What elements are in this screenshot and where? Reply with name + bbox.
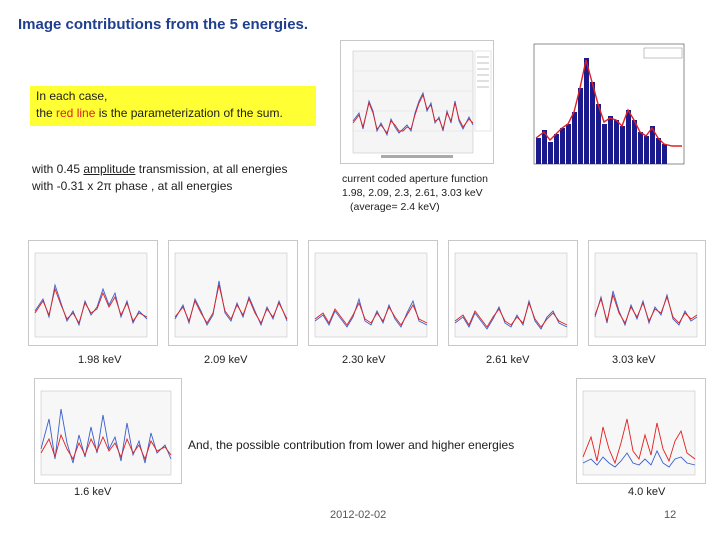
plot-energy-1 [28, 240, 158, 346]
plot-energy-3 [308, 240, 438, 346]
energy-label-low: 1.6 keV [74, 486, 112, 498]
sum-plot [340, 40, 494, 164]
plot-energy-4 [448, 240, 578, 346]
desc-underlined: amplitude [83, 162, 136, 176]
description: with 0.45 amplitude transmission, at all… [32, 161, 287, 195]
lower-higher-note: And, the possible contribution from lowe… [188, 438, 515, 452]
note-line-1: current coded aperture function [342, 173, 488, 185]
plot-low-energy [34, 378, 182, 484]
callout-line-1: In each case, [36, 89, 108, 103]
desc-pre: with 0.45 [32, 162, 84, 176]
footer-date: 2012-02-02 [330, 509, 387, 521]
aperture-note: current coded aperture function 1.98, 2.… [342, 172, 488, 214]
callout-line-2: the red line is the parameterization of … [36, 105, 310, 122]
energy-label-5: 3.03 keV [612, 354, 656, 366]
callout-box: In each case, the red line is the parame… [30, 86, 316, 126]
plot-high-energy [576, 378, 706, 484]
plot-energy-5 [588, 240, 706, 346]
callout-post: is the parameterization of the sum. [95, 106, 283, 120]
plot-energy-2 [168, 240, 298, 346]
note-line-2: 1.98, 2.09, 2.3, 2.61, 3.03 keV [342, 187, 483, 199]
slide-title: Image contributions from the 5 energies. [18, 16, 309, 33]
desc-line-2: with -0.31 x 2π phase , at all energies [32, 179, 233, 193]
histogram-plot [522, 38, 692, 178]
callout-red-text: red line [56, 106, 96, 120]
energy-label-2: 2.09 keV [204, 354, 248, 366]
energy-label-3: 2.30 keV [342, 354, 386, 366]
energy-label-4: 2.61 keV [486, 354, 530, 366]
note-line-3: (average= 2.4 keV) [350, 201, 440, 213]
desc-post: transmission, at all energies [135, 162, 288, 176]
energy-label-high: 4.0 keV [628, 486, 666, 498]
energy-label-1: 1.98 keV [78, 354, 122, 366]
desc-line-1: with 0.45 amplitude transmission, at all… [32, 161, 287, 178]
page-number: 12 [664, 509, 677, 521]
callout-pre: the [36, 106, 57, 120]
